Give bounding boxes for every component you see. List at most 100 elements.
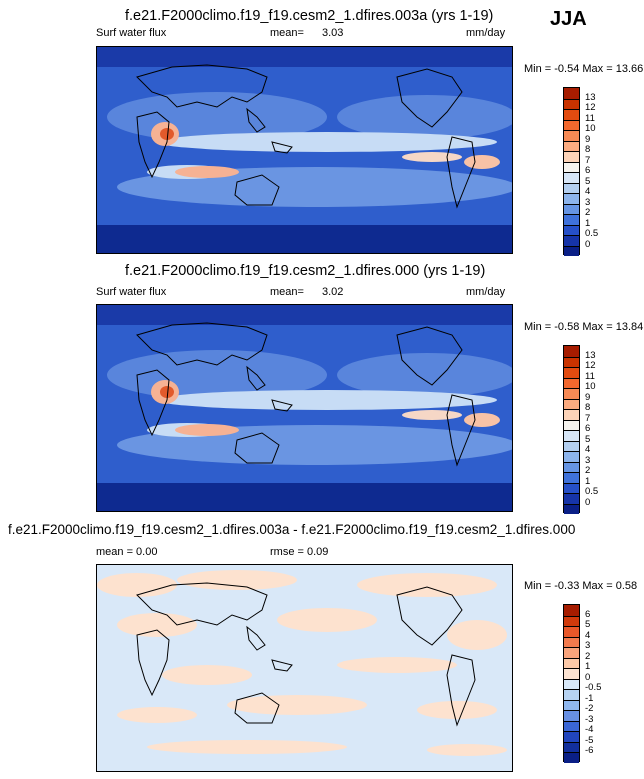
- colorbar-swatch: [564, 605, 579, 616]
- panel2-mean-label: mean=: [270, 286, 304, 298]
- colorbar-tick-label: 6: [585, 165, 591, 176]
- colorbar-swatch: [564, 161, 579, 172]
- colorbar-swatch: [564, 647, 579, 658]
- panel1-title: f.e21.F2000climo.f19_f19.cesm2_1.dfires.…: [125, 8, 494, 24]
- colorbar-tick-label: 3: [585, 196, 591, 208]
- colorbar-tick-label: 10: [585, 123, 596, 134]
- colorbar-swatch: [564, 678, 579, 689]
- colorbar-swatch: [564, 367, 579, 378]
- panel1-mean-value: 3.03: [322, 27, 344, 39]
- colorbar-tick-label: 5: [585, 175, 591, 187]
- colorbar-swatch: [564, 626, 579, 637]
- colorbar-tick-label: 7: [585, 412, 591, 424]
- panel3-rmse: rmse = 0.09: [270, 546, 329, 558]
- colorbar-swatch: [564, 182, 579, 193]
- colorbar-tick-label: 12: [585, 360, 596, 371]
- colorbar-tick-label: 0.5: [585, 486, 599, 497]
- colorbar-tick-label: 1: [585, 661, 591, 672]
- colorbar-swatch: [564, 440, 579, 451]
- colorbar-swatch: [564, 451, 579, 462]
- panel2-mean-value: 3.02: [322, 286, 344, 298]
- colorbar-tick-label: 11: [585, 370, 595, 382]
- colorbar-tick-label: -4: [585, 724, 594, 735]
- colorbar-tick-label: -5: [585, 734, 594, 746]
- colorbar-swatch: [564, 224, 579, 235]
- colorbar-tick-label: -2: [585, 703, 594, 714]
- colorbar-swatch: [564, 720, 579, 731]
- colorbar-tick-label: 8: [585, 144, 591, 155]
- colorbar-swatch: [564, 657, 579, 668]
- colorbar-swatch: [564, 636, 579, 647]
- colorbar-tick-label: 6: [585, 608, 591, 620]
- colorbar-swatch: [564, 377, 579, 388]
- colorbar-tick-label: 0: [585, 671, 591, 683]
- colorbar-tick-label: 1: [585, 475, 591, 487]
- panel3-mean: mean = 0.00: [96, 546, 158, 558]
- colorbar-tick-label: -3: [585, 713, 594, 725]
- colorbar-tick-label: 0.5: [585, 228, 599, 239]
- colorbar-swatch: [564, 409, 579, 420]
- panel2-minmax: Min = -0.58 Max = 13.84: [524, 321, 644, 333]
- colorbar-swatch: [564, 472, 579, 483]
- colorbar-swatch: [564, 461, 579, 472]
- colorbar-tick-label: 12: [585, 102, 596, 113]
- colorbar-tick-label: 11: [585, 112, 595, 124]
- colorbar-box: [563, 345, 580, 514]
- colorbar-swatch: [564, 615, 579, 626]
- colorbar-tick-label: 13: [585, 91, 596, 103]
- colorbar-swatch: [564, 245, 579, 256]
- panel1-map-svg: [97, 47, 512, 253]
- colorbar-tick-label: 5: [585, 619, 591, 630]
- colorbar-swatch: [564, 172, 579, 183]
- colorbar-tick-label: -6: [585, 745, 594, 756]
- colorbar-tick-label: 0: [585, 496, 591, 508]
- colorbar-box: [563, 87, 580, 256]
- panel2-variable: Surf water flux: [96, 286, 167, 298]
- colorbar-tick-label: 5: [585, 433, 591, 445]
- panel1-minmax: Min = -0.54 Max = 13.66: [524, 63, 644, 75]
- panel3-map-svg: [97, 565, 512, 771]
- colorbar-swatch: [564, 235, 579, 246]
- colorbar-swatch: [564, 193, 579, 204]
- colorbar-swatch: [564, 356, 579, 367]
- colorbar-swatch: [564, 98, 579, 109]
- colorbar-swatch: [564, 503, 579, 514]
- panel1-variable: Surf water flux: [96, 27, 167, 39]
- colorbar-tick-label: 4: [585, 444, 591, 455]
- panel3-title: f.e21.F2000climo.f19_f19.cesm2_1.dfires.…: [8, 522, 576, 537]
- colorbar-swatch: [564, 388, 579, 399]
- colorbar-tick-label: 6: [585, 423, 591, 434]
- colorbar-swatch: [564, 130, 579, 141]
- season-label: JJA: [550, 8, 587, 30]
- colorbar-swatch: [564, 140, 579, 151]
- colorbar-swatch: [564, 731, 579, 742]
- colorbar-tick-label: 2: [585, 650, 591, 662]
- colorbar-swatch: [564, 482, 579, 493]
- colorbar-tick-label: 3: [585, 640, 591, 651]
- colorbar-swatch: [564, 710, 579, 721]
- colorbar-tick-label: 7: [585, 154, 591, 166]
- colorbar-tick-label: 1: [585, 217, 591, 229]
- colorbar-tick-label: -0.5: [585, 682, 602, 693]
- colorbar-tick-label: 3: [585, 454, 591, 466]
- colorbar-tick-label: 8: [585, 402, 591, 413]
- colorbar-tick-label: 10: [585, 381, 596, 392]
- colorbar-swatch: [564, 119, 579, 130]
- colorbar-tick-label: -1: [585, 692, 594, 704]
- colorbar-swatch: [564, 398, 579, 409]
- colorbar-tick-label: 9: [585, 133, 591, 145]
- colorbar-swatch: [564, 741, 579, 752]
- colorbar-tick-label: 2: [585, 465, 591, 476]
- colorbar-tick-label: 4: [585, 629, 591, 641]
- colorbar-swatch: [564, 668, 579, 679]
- colorbar-box: [563, 604, 580, 763]
- colorbar-swatch: [564, 151, 579, 162]
- colorbar-swatch: [564, 752, 579, 763]
- panel1-map: [96, 46, 513, 254]
- panel2-units: mm/day: [466, 286, 506, 298]
- colorbar-swatch: [564, 419, 579, 430]
- colorbar-swatch: [564, 493, 579, 504]
- colorbar-swatch: [564, 88, 579, 99]
- panel1-units: mm/day: [466, 27, 506, 39]
- colorbar-tick-label: 0: [585, 238, 591, 250]
